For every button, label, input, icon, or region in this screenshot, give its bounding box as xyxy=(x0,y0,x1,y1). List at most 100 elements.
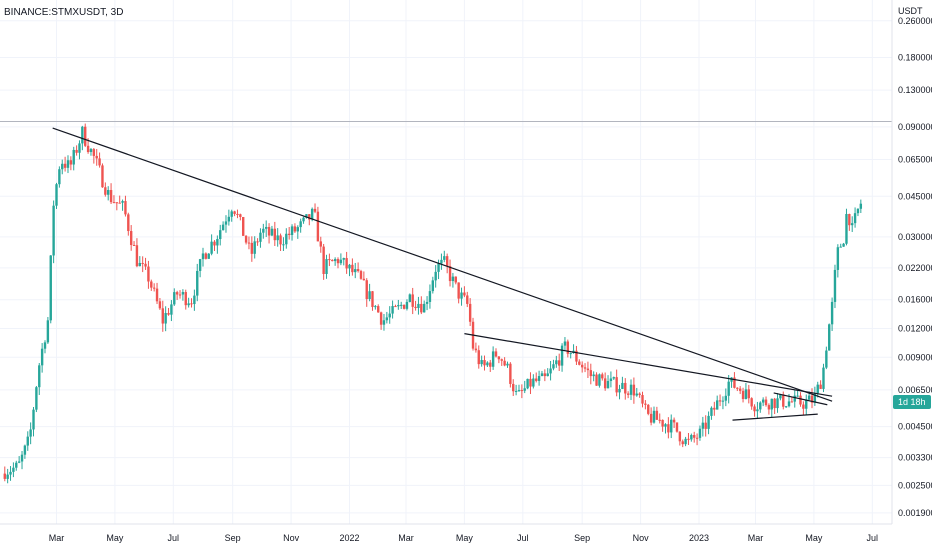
candle-body xyxy=(672,419,676,423)
candle xyxy=(408,293,412,303)
candle-body xyxy=(345,258,348,269)
candle-body xyxy=(489,362,492,367)
candle-body xyxy=(32,409,35,430)
time-tick-label: Nov xyxy=(633,533,650,543)
candle xyxy=(267,223,271,244)
candle-body xyxy=(741,390,745,400)
candle-body xyxy=(175,292,179,295)
candle xyxy=(670,414,673,439)
candle-body xyxy=(647,404,650,414)
candle-body xyxy=(756,409,759,412)
candle xyxy=(615,369,618,397)
candle xyxy=(552,359,555,371)
candle xyxy=(715,395,719,410)
candle-body xyxy=(457,282,460,299)
candle xyxy=(704,415,707,437)
candle xyxy=(420,296,423,315)
candle xyxy=(784,405,788,408)
candle-body xyxy=(747,389,750,399)
candle-body xyxy=(75,149,78,153)
candle xyxy=(629,379,633,401)
candle xyxy=(796,390,799,397)
candle-body xyxy=(26,436,29,446)
candle xyxy=(178,290,182,299)
candle xyxy=(480,355,483,367)
candle xyxy=(250,236,254,262)
time-tick-label: May xyxy=(106,533,124,543)
time-tick-label: Mar xyxy=(49,533,65,543)
candle-body xyxy=(615,377,618,393)
candle xyxy=(713,401,716,416)
candle xyxy=(733,372,736,389)
candle xyxy=(652,406,656,424)
candle-body xyxy=(477,350,480,365)
candle xyxy=(744,383,748,400)
candle-body xyxy=(196,270,199,296)
candle xyxy=(379,311,383,330)
candle-body xyxy=(805,399,808,409)
candle xyxy=(767,403,771,415)
candle-body xyxy=(351,264,354,273)
candle-body xyxy=(595,374,598,386)
candle-body xyxy=(141,262,144,264)
price-axis[interactable]: 0.260000 0.180000 0.130000 0.090000 0.065000… xyxy=(898,16,932,518)
candle-body xyxy=(532,378,535,387)
candle xyxy=(560,343,564,372)
candle xyxy=(618,384,621,400)
candle xyxy=(144,257,147,270)
price-tag[interactable]: 1d 18h xyxy=(893,395,931,409)
candle xyxy=(517,384,521,392)
trendline[interactable] xyxy=(732,413,818,421)
candle xyxy=(20,451,24,470)
trendline[interactable] xyxy=(52,127,833,402)
candle-body xyxy=(787,401,791,407)
candle xyxy=(463,286,466,298)
candle-body xyxy=(713,407,716,410)
candle-body xyxy=(155,288,159,302)
candle xyxy=(282,237,285,252)
candle-body xyxy=(649,413,653,423)
candle xyxy=(621,376,624,390)
candle xyxy=(503,357,506,367)
candle xyxy=(333,257,337,266)
candle xyxy=(397,299,400,310)
candle xyxy=(569,352,572,359)
candle-body xyxy=(147,266,150,282)
candle xyxy=(342,257,345,266)
candle-body xyxy=(698,428,702,438)
candle xyxy=(598,373,601,388)
candle xyxy=(198,258,202,278)
candle xyxy=(761,397,765,407)
candle-body xyxy=(707,415,710,429)
candle-body xyxy=(20,454,24,462)
time-tick-label: Nov xyxy=(283,533,300,543)
candle xyxy=(259,228,262,248)
time-tick-label: 2023 xyxy=(689,533,709,543)
candle xyxy=(471,317,475,351)
candle xyxy=(377,304,380,313)
candle-body xyxy=(724,395,728,401)
candle xyxy=(474,342,478,353)
candle-body xyxy=(626,393,630,395)
candle xyxy=(49,255,52,324)
candle-body xyxy=(385,317,389,321)
candle-body xyxy=(560,345,564,366)
candle xyxy=(112,195,116,204)
candle-body xyxy=(224,221,228,225)
candle xyxy=(325,254,328,279)
candle xyxy=(520,384,524,399)
candle-body xyxy=(394,306,397,308)
candle xyxy=(115,202,119,211)
time-axis[interactable]: Mar May Jul Sep Nov 2022 Mar May Jul Sep Nov 2023 Ma… xyxy=(49,533,878,543)
candle xyxy=(655,406,659,420)
trendline[interactable] xyxy=(773,392,828,406)
candle-body xyxy=(78,143,81,153)
candle xyxy=(839,243,842,248)
candle-body xyxy=(540,373,544,377)
candle xyxy=(164,306,167,332)
trendline[interactable] xyxy=(464,333,833,397)
candle-body xyxy=(187,303,190,306)
candle xyxy=(638,392,641,398)
candle-body xyxy=(296,227,299,232)
